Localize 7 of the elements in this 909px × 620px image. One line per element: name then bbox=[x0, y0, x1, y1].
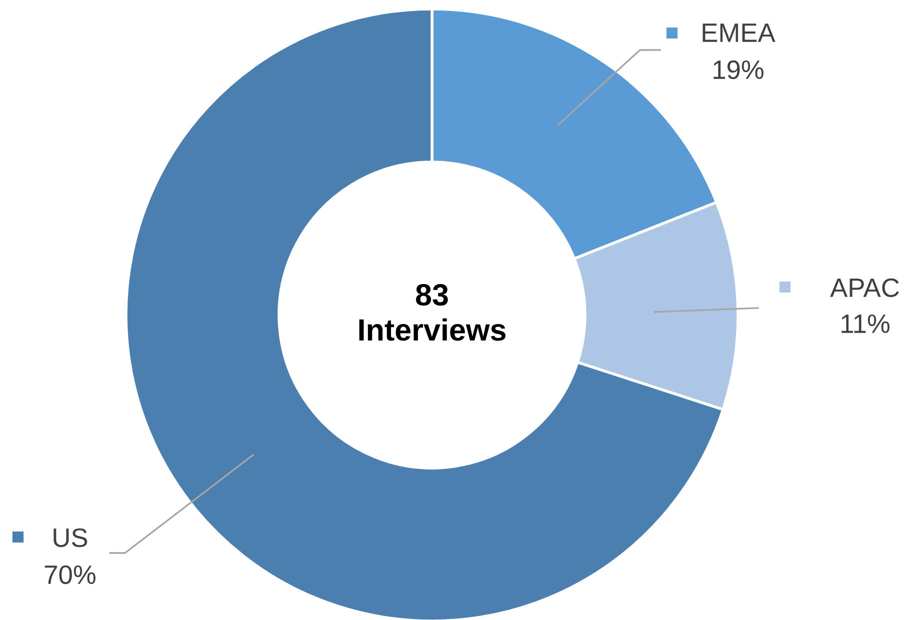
data-label: 11% bbox=[842, 314, 890, 333]
data-label: 70% bbox=[44, 565, 96, 584]
legend-label: EMEA bbox=[702, 24, 776, 42]
data-label: 19% bbox=[714, 60, 764, 80]
legend-label: APAC bbox=[830, 278, 899, 298]
text: 83 Interviews bbox=[359, 284, 506, 341]
legend-label: US bbox=[54, 528, 88, 548]
